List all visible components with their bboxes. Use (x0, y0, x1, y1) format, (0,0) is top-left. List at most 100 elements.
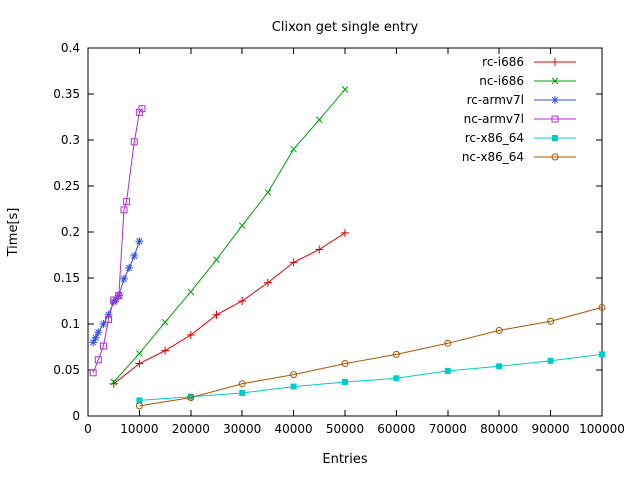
plus-marker-icon (135, 359, 144, 368)
legend-item-rc-x86_64: rc-x86_64 (465, 131, 576, 145)
y-tick-label: 0.25 (53, 179, 80, 193)
asterisk-marker-icon (551, 96, 559, 104)
legend-item-rc-armv7l: rc-armv7l (467, 93, 576, 107)
x-tick-label: 60000 (377, 422, 415, 436)
plus-marker-icon (315, 245, 324, 254)
circle-open-marker-icon (392, 350, 400, 358)
plus-marker-icon (238, 297, 247, 305)
cross-marker-icon (110, 378, 118, 386)
y-tick-label: 0.1 (61, 317, 80, 331)
square-filled-marker-icon (547, 357, 554, 364)
cross-marker-icon (315, 116, 323, 124)
square-open-marker-icon (120, 206, 128, 214)
y-tick-label: 0.4 (61, 41, 80, 55)
asterisk-marker-icon (91, 333, 100, 342)
series-rc-x86_64 (136, 351, 605, 404)
legend-label: nc-armv7l (464, 112, 524, 126)
series-line (92, 108, 143, 373)
y-axis-label: Time[s] (6, 208, 21, 258)
plus-marker-icon (263, 278, 272, 287)
cross-marker-icon (238, 222, 246, 229)
cross-marker-icon (341, 86, 349, 93)
circle-open-marker-icon (135, 402, 143, 410)
square-filled-marker-icon (496, 363, 503, 370)
x-tick-label: 100000 (579, 422, 625, 436)
asterisk-marker-icon (119, 274, 128, 283)
square-filled-marker-icon (552, 135, 558, 141)
square-filled-marker-icon (239, 390, 246, 396)
circle-open-marker-icon (238, 380, 246, 388)
chart-title: Clixon get single entry (272, 20, 419, 35)
y-tick-label: 0.35 (53, 87, 80, 101)
cross-marker-icon (161, 318, 169, 326)
square-open-marker-icon (110, 296, 118, 304)
plus-marker-icon (341, 228, 349, 237)
square-filled-marker-icon (599, 351, 605, 358)
cross-marker-icon (551, 77, 559, 85)
plus-marker-icon (212, 310, 221, 319)
square-open-marker-icon (130, 138, 138, 146)
square-filled-marker-icon (342, 378, 348, 385)
circle-open-marker-icon (444, 339, 452, 347)
circle-open-marker-icon (598, 303, 606, 311)
legend-label: rc-i686 (482, 55, 524, 69)
series-rc-armv7l (89, 237, 144, 347)
plus-marker-icon (109, 379, 118, 388)
series-nc-armv7l (89, 105, 146, 377)
plus-marker-icon (161, 346, 170, 355)
legend-label: nc-x86_64 (462, 150, 524, 164)
circle-open-marker-icon (341, 360, 349, 368)
y-tick-label: 0.05 (53, 363, 80, 377)
asterisk-marker-icon (104, 310, 113, 319)
series-line (139, 306, 603, 407)
circle-open-marker-icon (547, 317, 555, 325)
legend-item-rc-i686: rc-i686 (482, 55, 576, 69)
x-tick-label: 90000 (532, 422, 570, 436)
cross-marker-icon (213, 256, 220, 263)
square-open-marker-icon (123, 198, 131, 206)
square-open-marker-icon (115, 291, 123, 299)
series-line (139, 353, 603, 401)
asterisk-marker-icon (125, 263, 134, 272)
plus-marker-icon (551, 58, 559, 66)
circle-open-marker-icon (551, 153, 559, 161)
x-axis-label: Entries (322, 452, 368, 467)
legend-label: nc-i686 (479, 74, 524, 88)
y-tick-label: 0.3 (61, 133, 80, 147)
legend-item-nc-x86_64: nc-x86_64 (462, 150, 576, 164)
x-tick-label: 70000 (429, 422, 467, 436)
y-tick-label: 0 (72, 409, 80, 423)
plus-marker-icon (186, 331, 195, 340)
series-nc-i686 (110, 86, 349, 386)
x-tick-label: 20000 (172, 422, 210, 436)
legend-item-nc-i686: nc-i686 (479, 74, 576, 88)
series-nc-x86_64 (135, 303, 606, 410)
asterisk-marker-icon (89, 338, 98, 347)
square-filled-marker-icon (290, 383, 297, 390)
square-open-marker-icon (94, 356, 102, 364)
y-tick-label: 0.2 (61, 225, 80, 239)
series-line (113, 232, 346, 385)
x-tick-label: 10000 (120, 422, 158, 436)
square-filled-marker-icon (393, 375, 400, 382)
plot-area: 0 10000 20000 30000 40000 50000 60000 70000 8000… (53, 41, 625, 436)
legend-item-nc-armv7l: nc-armv7l (464, 112, 576, 126)
square-filled-marker-icon (444, 367, 451, 374)
circle-open-marker-icon (187, 394, 195, 402)
x-tick-label: 50000 (326, 422, 364, 436)
legend-label: rc-x86_64 (465, 131, 524, 145)
x-tick-label: 40000 (275, 422, 313, 436)
asterisk-marker-icon (94, 328, 103, 337)
plus-marker-icon (289, 258, 298, 267)
square-open-marker-icon (551, 115, 559, 123)
asterisk-marker-icon (135, 237, 144, 246)
square-filled-marker-icon (136, 397, 143, 404)
series-line (113, 89, 346, 383)
y-tick-label: 0.15 (53, 271, 80, 285)
circle-open-marker-icon (290, 371, 298, 379)
x-tick-label: 30000 (223, 422, 261, 436)
legend: rc-i686 nc-i686 rc-armv7l nc-armv7l rc-x86_6… (462, 55, 576, 164)
x-tick-label: 0 (84, 422, 92, 436)
